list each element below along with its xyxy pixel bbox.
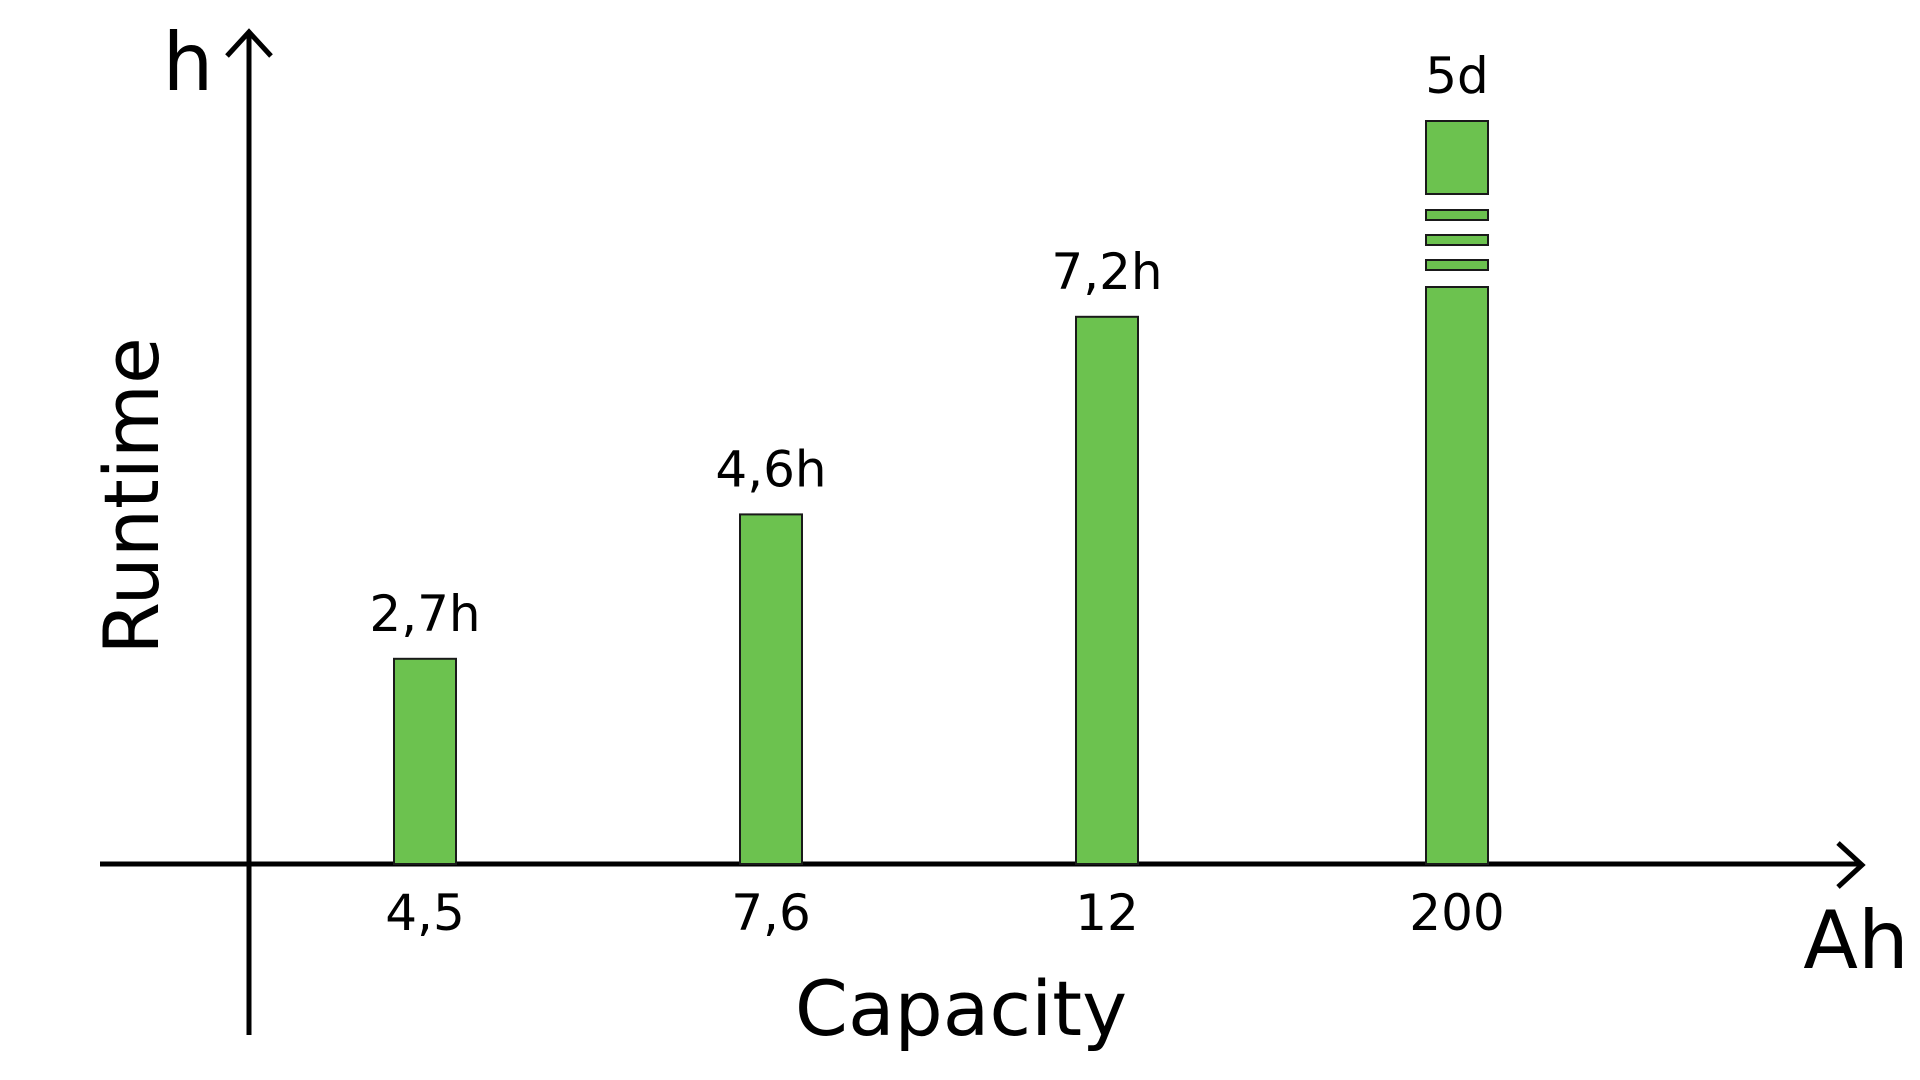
- y-axis-unit: h: [163, 16, 214, 109]
- y-axis-title: Runtime: [87, 337, 176, 654]
- bar-1: [739, 513, 803, 866]
- x-axis-title: Capacity: [795, 964, 1127, 1053]
- bar-0: [393, 657, 457, 865]
- x-tick-label-1: 7,6: [731, 884, 811, 942]
- bar-3-segment-3: [1425, 259, 1489, 271]
- x-tick-label-2: 12: [1075, 884, 1139, 942]
- value-label-0: 2,7h: [369, 585, 480, 643]
- bar-3-segment-4: [1425, 286, 1489, 865]
- x-axis-unit: Ah: [1803, 894, 1908, 987]
- bar-3-segment-1: [1425, 209, 1489, 221]
- value-label-3: 5d: [1425, 47, 1489, 105]
- bar-3-segment-2: [1425, 234, 1489, 246]
- bar-3-segment-0: [1425, 120, 1489, 195]
- bar-2: [1075, 315, 1139, 865]
- value-label-2: 7,2h: [1051, 243, 1162, 301]
- bars-group: 2,7h 4,5 4,6h 7,6 7,2h 12 5d 200: [369, 47, 1504, 942]
- x-axis-arrow: [1836, 841, 1866, 889]
- x-tick-label-3: 200: [1409, 884, 1504, 942]
- x-tick-label-0: 4,5: [385, 884, 465, 942]
- value-label-1: 4,6h: [715, 440, 826, 498]
- y-axis-arrow: [225, 28, 273, 58]
